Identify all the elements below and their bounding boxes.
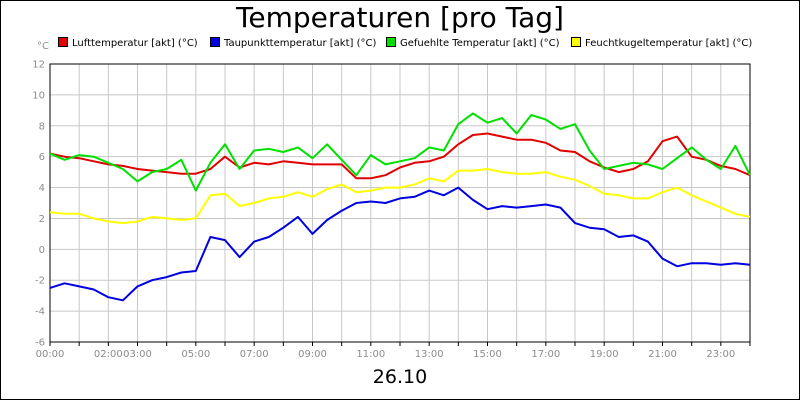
legend-swatch-gefuehlte-temperatur [386,37,396,47]
legend-label-taupunkttemperatur: Taupunkttemperatur [akt] (°C) [224,38,377,49]
series-line-0 [49,132,751,180]
legend-label-lufttemperatur: Lufttemperatur [akt] (°C) [72,38,198,49]
chart-title: Temperaturen [pro Tag] [236,1,564,34]
legend-item-lufttemperatur: Lufttemperatur [akt] (°C) [58,37,198,51]
legend-item-gefuehlte-temperatur: Gefuehlte Temperatur [akt] (°C) [386,37,559,51]
x-tick-label: 13:00 [415,349,444,360]
x-tick-label: 00:00 [36,349,65,360]
y-tick-label: 4 [39,183,45,194]
legend-label-gefuehlte-temperatur: Gefuehlte Temperatur [akt] (°C) [400,38,560,49]
legend-swatch-lufttemperatur [58,37,68,47]
legend-label-feuchtkugeltemperatur: Feuchtkugeltemperatur [akt] (°C) [585,38,753,49]
x-tick-label: 17:00 [531,349,560,360]
x-tick-label: 23:00 [706,349,735,360]
x-tick-label: 19:00 [590,349,619,360]
y-tick-label: 0 [39,245,45,256]
y-tick-label: 12 [32,60,45,71]
legend-swatch-taupunkttemperatur [210,37,220,47]
date-label: 26.10 [372,366,428,388]
y-tick-label: 6 [39,152,45,163]
y-tick-label: 10 [32,90,45,101]
x-tick-label: 07:00 [240,349,269,360]
legend-swatch-feuchtkugeltemperatur [571,37,581,47]
x-tick-label: 21:00 [648,349,677,360]
series-line-1 [49,186,751,302]
y-tick-label: -6 [35,338,45,349]
x-tick-label: 15:00 [473,349,502,360]
x-tick-label: 11:00 [356,349,385,360]
x-tick-label: 02:00 [94,349,123,360]
y-tick-label: -2 [35,276,45,287]
y-tick-label: -4 [35,307,45,318]
x-tick-label: 05:00 [181,349,210,360]
legend-item-feuchtkugeltemperatur: Feuchtkugeltemperatur [akt] (°C) [571,37,752,51]
series-line-2 [49,112,751,192]
x-tick-label: 03:00 [123,349,152,360]
legend-item-taupunkttemperatur: Taupunkttemperatur [akt] (°C) [210,37,376,51]
y-tick-label: 8 [39,121,45,132]
y-tick-label: 2 [39,214,45,225]
series-line-3 [49,168,751,225]
x-tick-label: 09:00 [298,349,327,360]
y-axis-unit: °C [37,41,49,52]
